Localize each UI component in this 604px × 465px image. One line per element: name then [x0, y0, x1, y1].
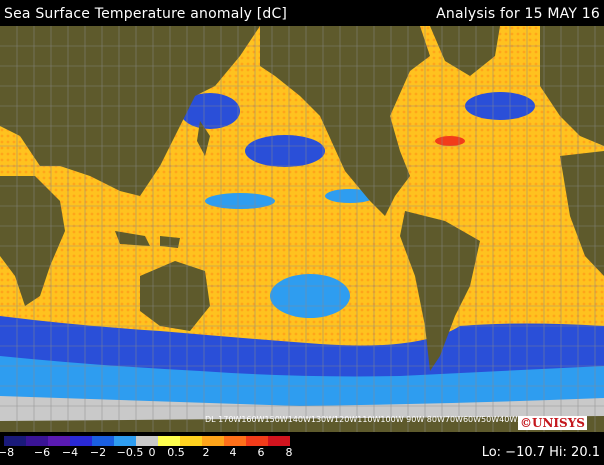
color-swatch — [180, 436, 202, 446]
longitude-labels: DL 170W160W150W140W130W120W110W100W 90W … — [205, 415, 545, 424]
warm-patch-n-atlantic — [435, 136, 465, 146]
color-swatch — [70, 436, 92, 446]
scale-tick: −0.5 — [116, 446, 144, 459]
cool-patch-s-pacific — [270, 274, 350, 318]
color-swatch — [246, 436, 268, 446]
scale-tick: −2 — [89, 446, 107, 459]
scale-tick: 0 — [148, 446, 156, 459]
color-scale-ticks: −8 −6 −4 −2 −0.5 0 0.5 2 4 6 8 — [0, 446, 330, 462]
scale-tick: 8 — [285, 446, 293, 459]
lat-lon-grid — [0, 26, 604, 432]
scale-tick: 6 — [257, 446, 265, 459]
scale-tick: −4 — [61, 446, 79, 459]
color-swatch — [224, 436, 246, 446]
analysis-date: Analysis for 15 MAY 16 — [436, 6, 600, 22]
scale-tick: 0.5 — [167, 446, 185, 459]
color-swatch — [92, 436, 114, 446]
cool-patch-nw-pacific — [180, 93, 240, 129]
scale-tick: −6 — [33, 446, 51, 459]
scale-tick: 2 — [202, 446, 210, 459]
scale-tick: −8 — [0, 446, 15, 459]
title-bar: Sea Surface Temperature anomaly [dC] Ana… — [0, 0, 604, 26]
color-swatch — [158, 436, 180, 446]
color-scale — [4, 436, 290, 446]
lo-hi-readout: Lo: −10.7 Hi: 20.1 — [481, 445, 600, 460]
cool-patch-n-pacific — [245, 135, 325, 167]
color-swatch — [202, 436, 224, 446]
scale-tick: 4 — [229, 446, 237, 459]
cool-patch-ne-pacific — [325, 189, 375, 203]
color-swatch — [114, 436, 136, 446]
color-swatch — [4, 436, 26, 446]
cool-patch-c-pacific — [205, 193, 275, 209]
color-swatch — [26, 436, 48, 446]
color-swatch — [268, 436, 290, 446]
map-title: Sea Surface Temperature anomaly [dC] — [4, 6, 288, 22]
color-swatch — [136, 436, 158, 446]
color-swatch — [48, 436, 70, 446]
sst-anomaly-map — [0, 26, 604, 432]
unisys-logo: ©UNISYS — [518, 416, 587, 430]
